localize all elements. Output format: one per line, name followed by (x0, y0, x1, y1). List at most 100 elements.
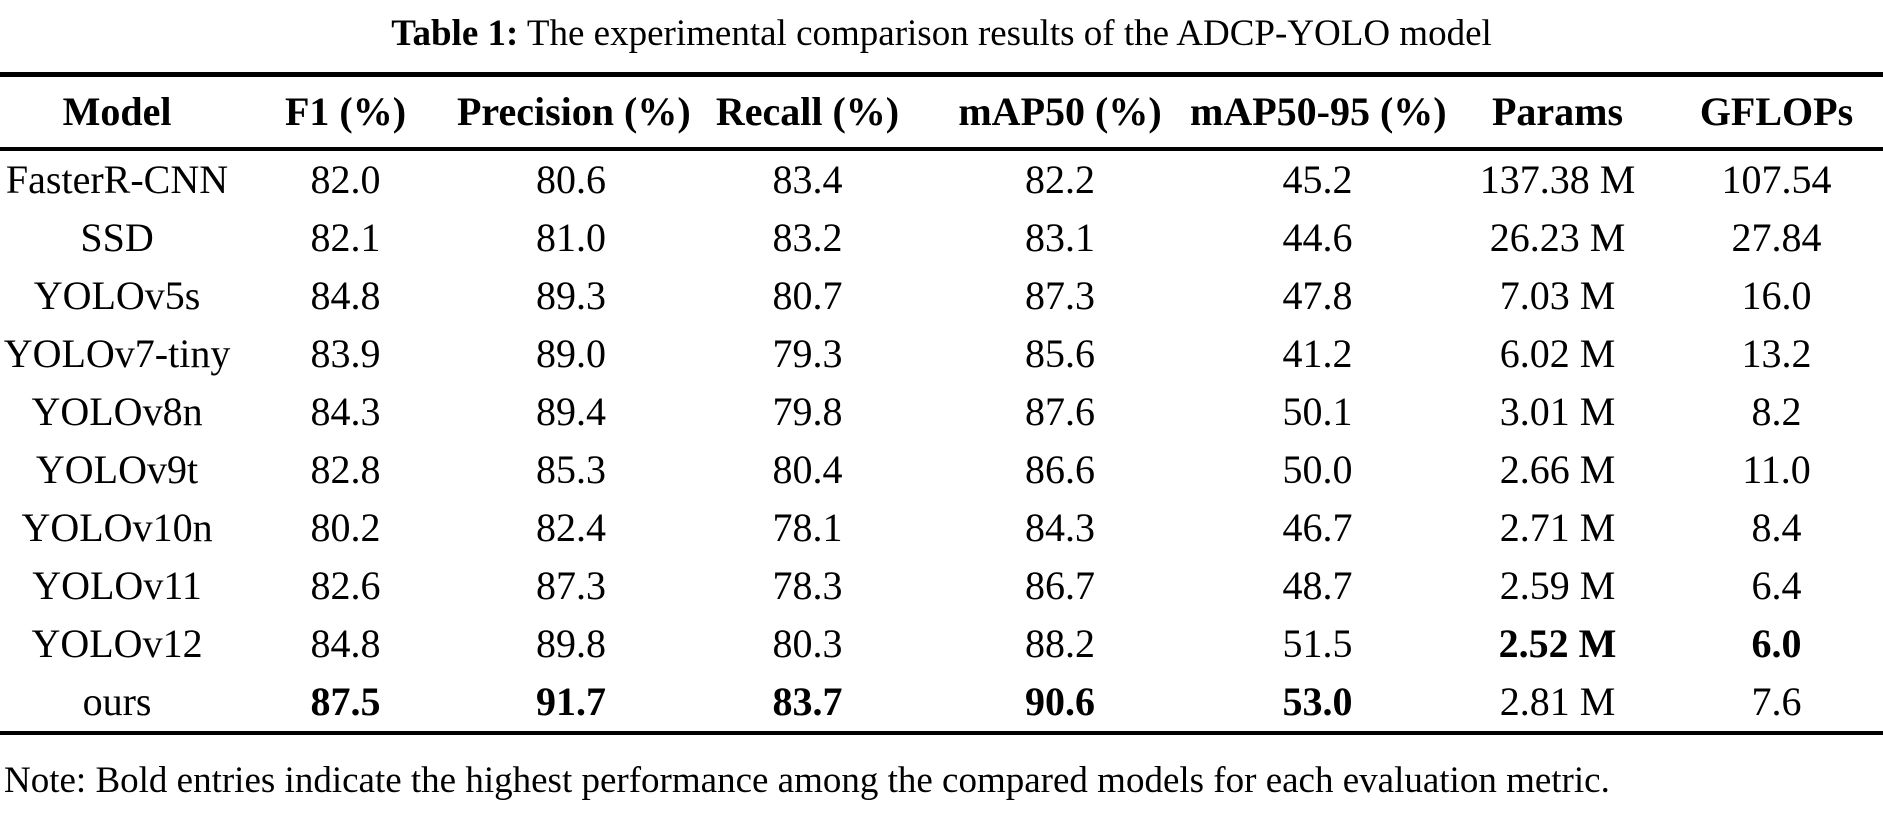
cell-map50: 88.2 (1025, 621, 1095, 667)
cell-params: 2.52 M (1498, 621, 1617, 667)
table-caption-text: The experimental comparison results of t… (518, 13, 1492, 54)
cell-model: YOLOv10n (21, 505, 213, 551)
cell-recall: 83.2 (772, 215, 843, 261)
cell-recall: 79.8 (772, 389, 843, 435)
cell-f1: 82.1 (310, 215, 381, 261)
cell-map50: 86.6 (1025, 447, 1095, 493)
cell-model: YOLOv5s (33, 273, 201, 319)
cell-map50-95: 53.0 (1282, 679, 1353, 725)
cell-params: 7.03 M (1499, 273, 1616, 319)
cell-params: 6.02 M (1499, 331, 1616, 377)
table-row: YOLOv11 82.6 87.3 78.3 86.7 48.7 2.59 M 6.4 (0, 557, 1883, 615)
cell-precision: 82.4 (536, 505, 606, 551)
cell-map50-95: 50.1 (1282, 389, 1353, 435)
table-row: SSD 82.1 81.0 83.2 83.1 44.6 26.23 M 27.84 (0, 209, 1883, 267)
cell-model: ours (82, 679, 152, 725)
cell-params: 2.59 M (1499, 563, 1616, 609)
table-row: YOLOv12 84.8 89.8 80.3 88.2 51.5 2.52 M 6.0 (0, 615, 1883, 673)
cell-params: 2.81 M (1499, 679, 1616, 725)
cell-map50-95: 45.2 (1282, 157, 1353, 203)
cell-recall: 80.4 (772, 447, 843, 493)
table-row: YOLOv10n 80.2 82.4 78.1 84.3 46.7 2.71 M 8.4 (0, 499, 1883, 557)
cell-model: SSD (80, 215, 154, 261)
cell-params: 2.66 M (1499, 447, 1616, 493)
cell-gflops: 16.0 (1741, 273, 1812, 319)
column-header-params: Params (1444, 74, 1670, 152)
cell-gflops: 11.0 (1742, 447, 1811, 493)
cell-gflops: 107.54 (1721, 157, 1832, 203)
cell-map50: 84.3 (1025, 505, 1095, 551)
cell-params: 2.71 M (1499, 505, 1616, 551)
cell-map50-95: 50.0 (1282, 447, 1353, 493)
cell-params: 3.01 M (1499, 389, 1616, 435)
table-row: YOLOv5s 84.8 89.3 80.7 87.3 47.8 7.03 M 16.0 (0, 267, 1883, 325)
cell-recall: 80.7 (772, 273, 843, 319)
cell-model: YOLOv8n (31, 389, 203, 435)
cell-model: YOLOv9t (35, 447, 199, 493)
cell-precision: 80.6 (536, 157, 606, 203)
table-row: ours 87.5 91.7 83.7 90.6 53.0 2.81 M 7.6 (0, 673, 1883, 733)
cell-recall: 83.4 (772, 157, 843, 203)
cell-params: 26.23 M (1489, 215, 1626, 261)
cell-f1: 84.8 (310, 621, 381, 667)
cell-gflops: 13.2 (1741, 331, 1812, 377)
cell-gflops: 7.6 (1751, 679, 1802, 725)
cell-precision: 87.3 (536, 563, 606, 609)
cell-map50-95: 48.7 (1282, 563, 1353, 609)
column-header-map50: mAP50 (%) (929, 74, 1191, 152)
cell-precision: 89.0 (536, 331, 606, 377)
cell-precision: 89.3 (536, 273, 606, 319)
cell-precision: 81.0 (536, 215, 606, 261)
column-header-f1: F1 (%) (234, 74, 457, 152)
cell-gflops: 6.4 (1751, 563, 1802, 609)
header-row: Model F1 (%) Precision (%) Recall (%) mAP50 … (0, 74, 1883, 152)
cell-model: YOLOv7-tiny (3, 331, 231, 377)
table-row: YOLOv8n 84.3 89.4 79.8 87.6 50.1 3.01 M 8.2 (0, 383, 1883, 441)
cell-map50: 90.6 (1025, 679, 1095, 725)
cell-precision: 85.3 (536, 447, 606, 493)
cell-map50-95: 46.7 (1282, 505, 1353, 551)
cell-f1: 87.5 (310, 679, 381, 725)
cell-map50: 86.7 (1025, 563, 1095, 609)
cell-gflops: 27.84 (1731, 215, 1822, 261)
cell-recall: 79.3 (772, 331, 843, 377)
cell-recall: 78.1 (772, 505, 843, 551)
results-table: Model F1 (%) Precision (%) Recall (%) mAP50 … (0, 72, 1883, 736)
cell-gflops: 8.4 (1751, 505, 1802, 551)
cell-f1: 82.8 (310, 447, 381, 493)
cell-f1: 82.0 (310, 157, 381, 203)
column-header-map50-95: mAP50-95 (%) (1190, 74, 1447, 152)
cell-recall: 78.3 (772, 563, 843, 609)
cell-model: YOLOv11 (32, 563, 202, 609)
cell-f1: 84.3 (310, 389, 381, 435)
cell-precision: 91.7 (536, 679, 606, 725)
cell-model: FasterR-CNN (5, 157, 229, 203)
table-note: Note: Bold entries indicate the highest … (4, 760, 1610, 802)
cell-f1: 82.6 (310, 563, 381, 609)
cell-recall: 80.3 (772, 621, 843, 667)
cell-model: YOLOv12 (31, 621, 203, 667)
table-row: FasterR-CNN 82.0 80.6 83.4 82.2 45.2 137.38 M 1… (0, 149, 1883, 209)
cell-map50-95: 51.5 (1282, 621, 1353, 667)
cell-precision: 89.4 (536, 389, 606, 435)
table-caption: Table 1: The experimental comparison res… (0, 0, 1883, 56)
cell-params: 137.38 M (1479, 157, 1636, 203)
cell-map50-95: 47.8 (1282, 273, 1353, 319)
column-header-gflops: GFLOPs (1669, 74, 1883, 152)
table-body: FasterR-CNN 82.0 80.6 83.4 82.2 45.2 137.38 M 1… (0, 149, 1883, 733)
cell-map50-95: 44.6 (1282, 215, 1353, 261)
cell-f1: 80.2 (310, 505, 381, 551)
cell-map50: 85.6 (1025, 331, 1095, 377)
cell-map50: 87.3 (1025, 273, 1095, 319)
cell-map50-95: 41.2 (1282, 331, 1353, 377)
cell-gflops: 6.0 (1751, 621, 1802, 667)
cell-f1: 83.9 (310, 331, 381, 377)
cell-map50: 83.1 (1025, 215, 1095, 261)
table-row: YOLOv7-tiny 83.9 89.0 79.3 85.6 41.2 6.02 M 13.… (0, 325, 1883, 383)
cell-map50: 82.2 (1025, 157, 1095, 203)
cell-gflops: 8.2 (1751, 389, 1802, 435)
cell-precision: 89.8 (536, 621, 606, 667)
table-caption-label: Table 1: (391, 13, 519, 54)
column-header-precision: Precision (%) (456, 74, 691, 152)
cell-recall: 83.7 (772, 679, 843, 725)
